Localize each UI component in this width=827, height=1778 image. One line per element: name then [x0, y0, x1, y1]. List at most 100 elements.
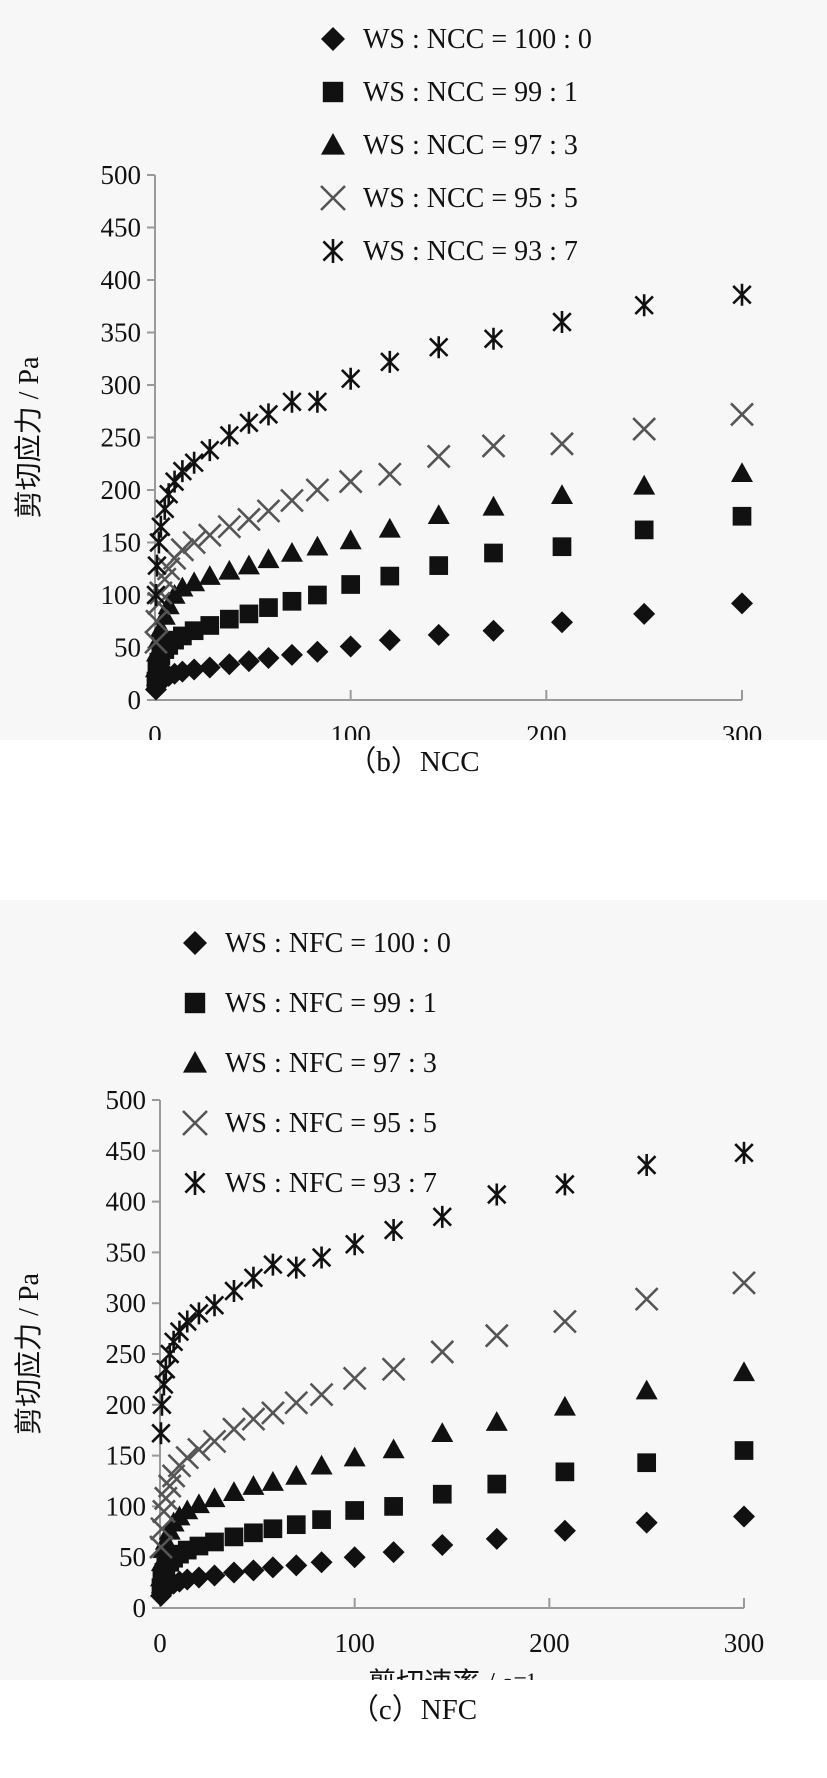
data-point [261, 1471, 284, 1491]
data-point [380, 566, 400, 586]
data-point [432, 1205, 452, 1228]
y-tick-label: 250 [101, 423, 142, 453]
data-point [218, 653, 241, 676]
data-point [284, 1390, 309, 1415]
data-point [310, 1551, 333, 1574]
data-point [146, 591, 171, 616]
data-point [377, 462, 402, 487]
data-point [177, 1310, 197, 1333]
y-tick-label: 500 [106, 1085, 147, 1115]
y-tick-label: 50 [114, 633, 141, 663]
data-point [203, 1564, 226, 1587]
y-tick-label: 0 [133, 1593, 147, 1623]
series-0-points [144, 592, 753, 701]
data-point [263, 1253, 283, 1276]
legend-label: WS : NFC = 93 : 7 [225, 1168, 437, 1199]
data-point [306, 640, 329, 663]
data-point [149, 1566, 172, 1587]
data-point [170, 537, 195, 562]
data-point [311, 1246, 332, 1269]
data-point [552, 311, 572, 333]
y-tick-label: 400 [101, 265, 142, 295]
data-point [171, 576, 194, 597]
caption-ncc: （b）NCC [0, 742, 827, 782]
y-tick-label: 300 [101, 370, 142, 400]
data-point [222, 1417, 246, 1442]
series-3-points [149, 1270, 756, 1559]
legend-marker-diamond-icon [321, 27, 345, 51]
data-point [155, 497, 175, 520]
data-point [263, 1519, 283, 1539]
chart-panel-ncc: 0 50 100 150 200 250 300 350 400 450 500 0 100 200 300… [0, 0, 827, 740]
data-point [147, 554, 167, 577]
x-tick-label: 0 [153, 1628, 167, 1658]
data-point [285, 1554, 308, 1577]
data-point [378, 629, 401, 652]
x-tick-label: 100 [330, 720, 371, 740]
y-tick-label: 150 [106, 1441, 147, 1471]
data-point [286, 1515, 306, 1535]
y-axis-title: 剪切应力 / Pa [13, 1273, 45, 1435]
y-tick-label: 200 [101, 475, 142, 505]
data-point [244, 1523, 263, 1543]
x-tick-label: 200 [529, 1628, 570, 1658]
data-point [310, 1454, 333, 1475]
data-point [550, 484, 573, 505]
data-point [431, 1422, 454, 1443]
y-tick-label: 450 [106, 1136, 147, 1166]
data-point [260, 1401, 285, 1425]
data-point [164, 470, 185, 493]
y-tick-label: 50 [119, 1542, 146, 1572]
data-point [553, 1395, 576, 1416]
chart-panel-nfc: 0 50 100 150 200 250 300 350 400 450 500 0 100 200 300… [0, 900, 827, 1680]
data-point [343, 1546, 366, 1569]
data-point [308, 585, 327, 605]
y-tick-label: 350 [101, 318, 142, 348]
data-point [187, 1437, 211, 1462]
y-tick-label: 400 [106, 1187, 147, 1217]
data-point [339, 635, 362, 658]
data-point [635, 1511, 658, 1534]
data-point [341, 575, 361, 594]
y-tick-label: 300 [106, 1288, 147, 1318]
data-point [200, 439, 220, 462]
data-point [305, 478, 330, 502]
data-point [484, 543, 503, 563]
data-point [345, 1501, 365, 1520]
legend-label: WS : NFC = 99 : 1 [225, 988, 437, 1019]
y-tick-label: 100 [101, 580, 142, 610]
legend-marker-x-icon [182, 1110, 208, 1136]
data-point [633, 602, 656, 625]
data-point [429, 556, 449, 575]
data-point [426, 444, 451, 469]
data-point [282, 390, 302, 413]
x-tick-label: 200 [526, 720, 567, 740]
data-point [632, 417, 657, 442]
data-point [555, 1462, 575, 1482]
data-point [485, 1527, 508, 1550]
y-tick-label: 500 [101, 160, 142, 190]
data-point [306, 535, 329, 556]
data-point [634, 294, 654, 317]
data-point [382, 1541, 405, 1564]
caption-nfc: （c）NFC [0, 1690, 827, 1730]
data-point [282, 591, 302, 611]
data-point [634, 520, 654, 540]
x-tick-label: 100 [334, 1628, 375, 1658]
chart-nfc: 0 50 100 150 200 250 300 350 400 450 500 0 100 200 300… [13, 928, 764, 1680]
data-point [485, 1411, 508, 1431]
legend-label: WS : NCC = 97 : 3 [363, 130, 578, 161]
data-point [217, 514, 242, 539]
y-tick-label: 150 [101, 528, 142, 558]
data-point [172, 460, 193, 483]
series-2-points [149, 1361, 755, 1587]
data-point [732, 506, 752, 526]
data-point [344, 1233, 365, 1256]
data-point [256, 499, 281, 523]
data-point [286, 1256, 306, 1279]
x-tick-label: 300 [722, 720, 763, 740]
data-point [285, 1464, 308, 1485]
data-point [280, 643, 303, 666]
data-point [200, 616, 220, 635]
data-point [550, 431, 574, 456]
